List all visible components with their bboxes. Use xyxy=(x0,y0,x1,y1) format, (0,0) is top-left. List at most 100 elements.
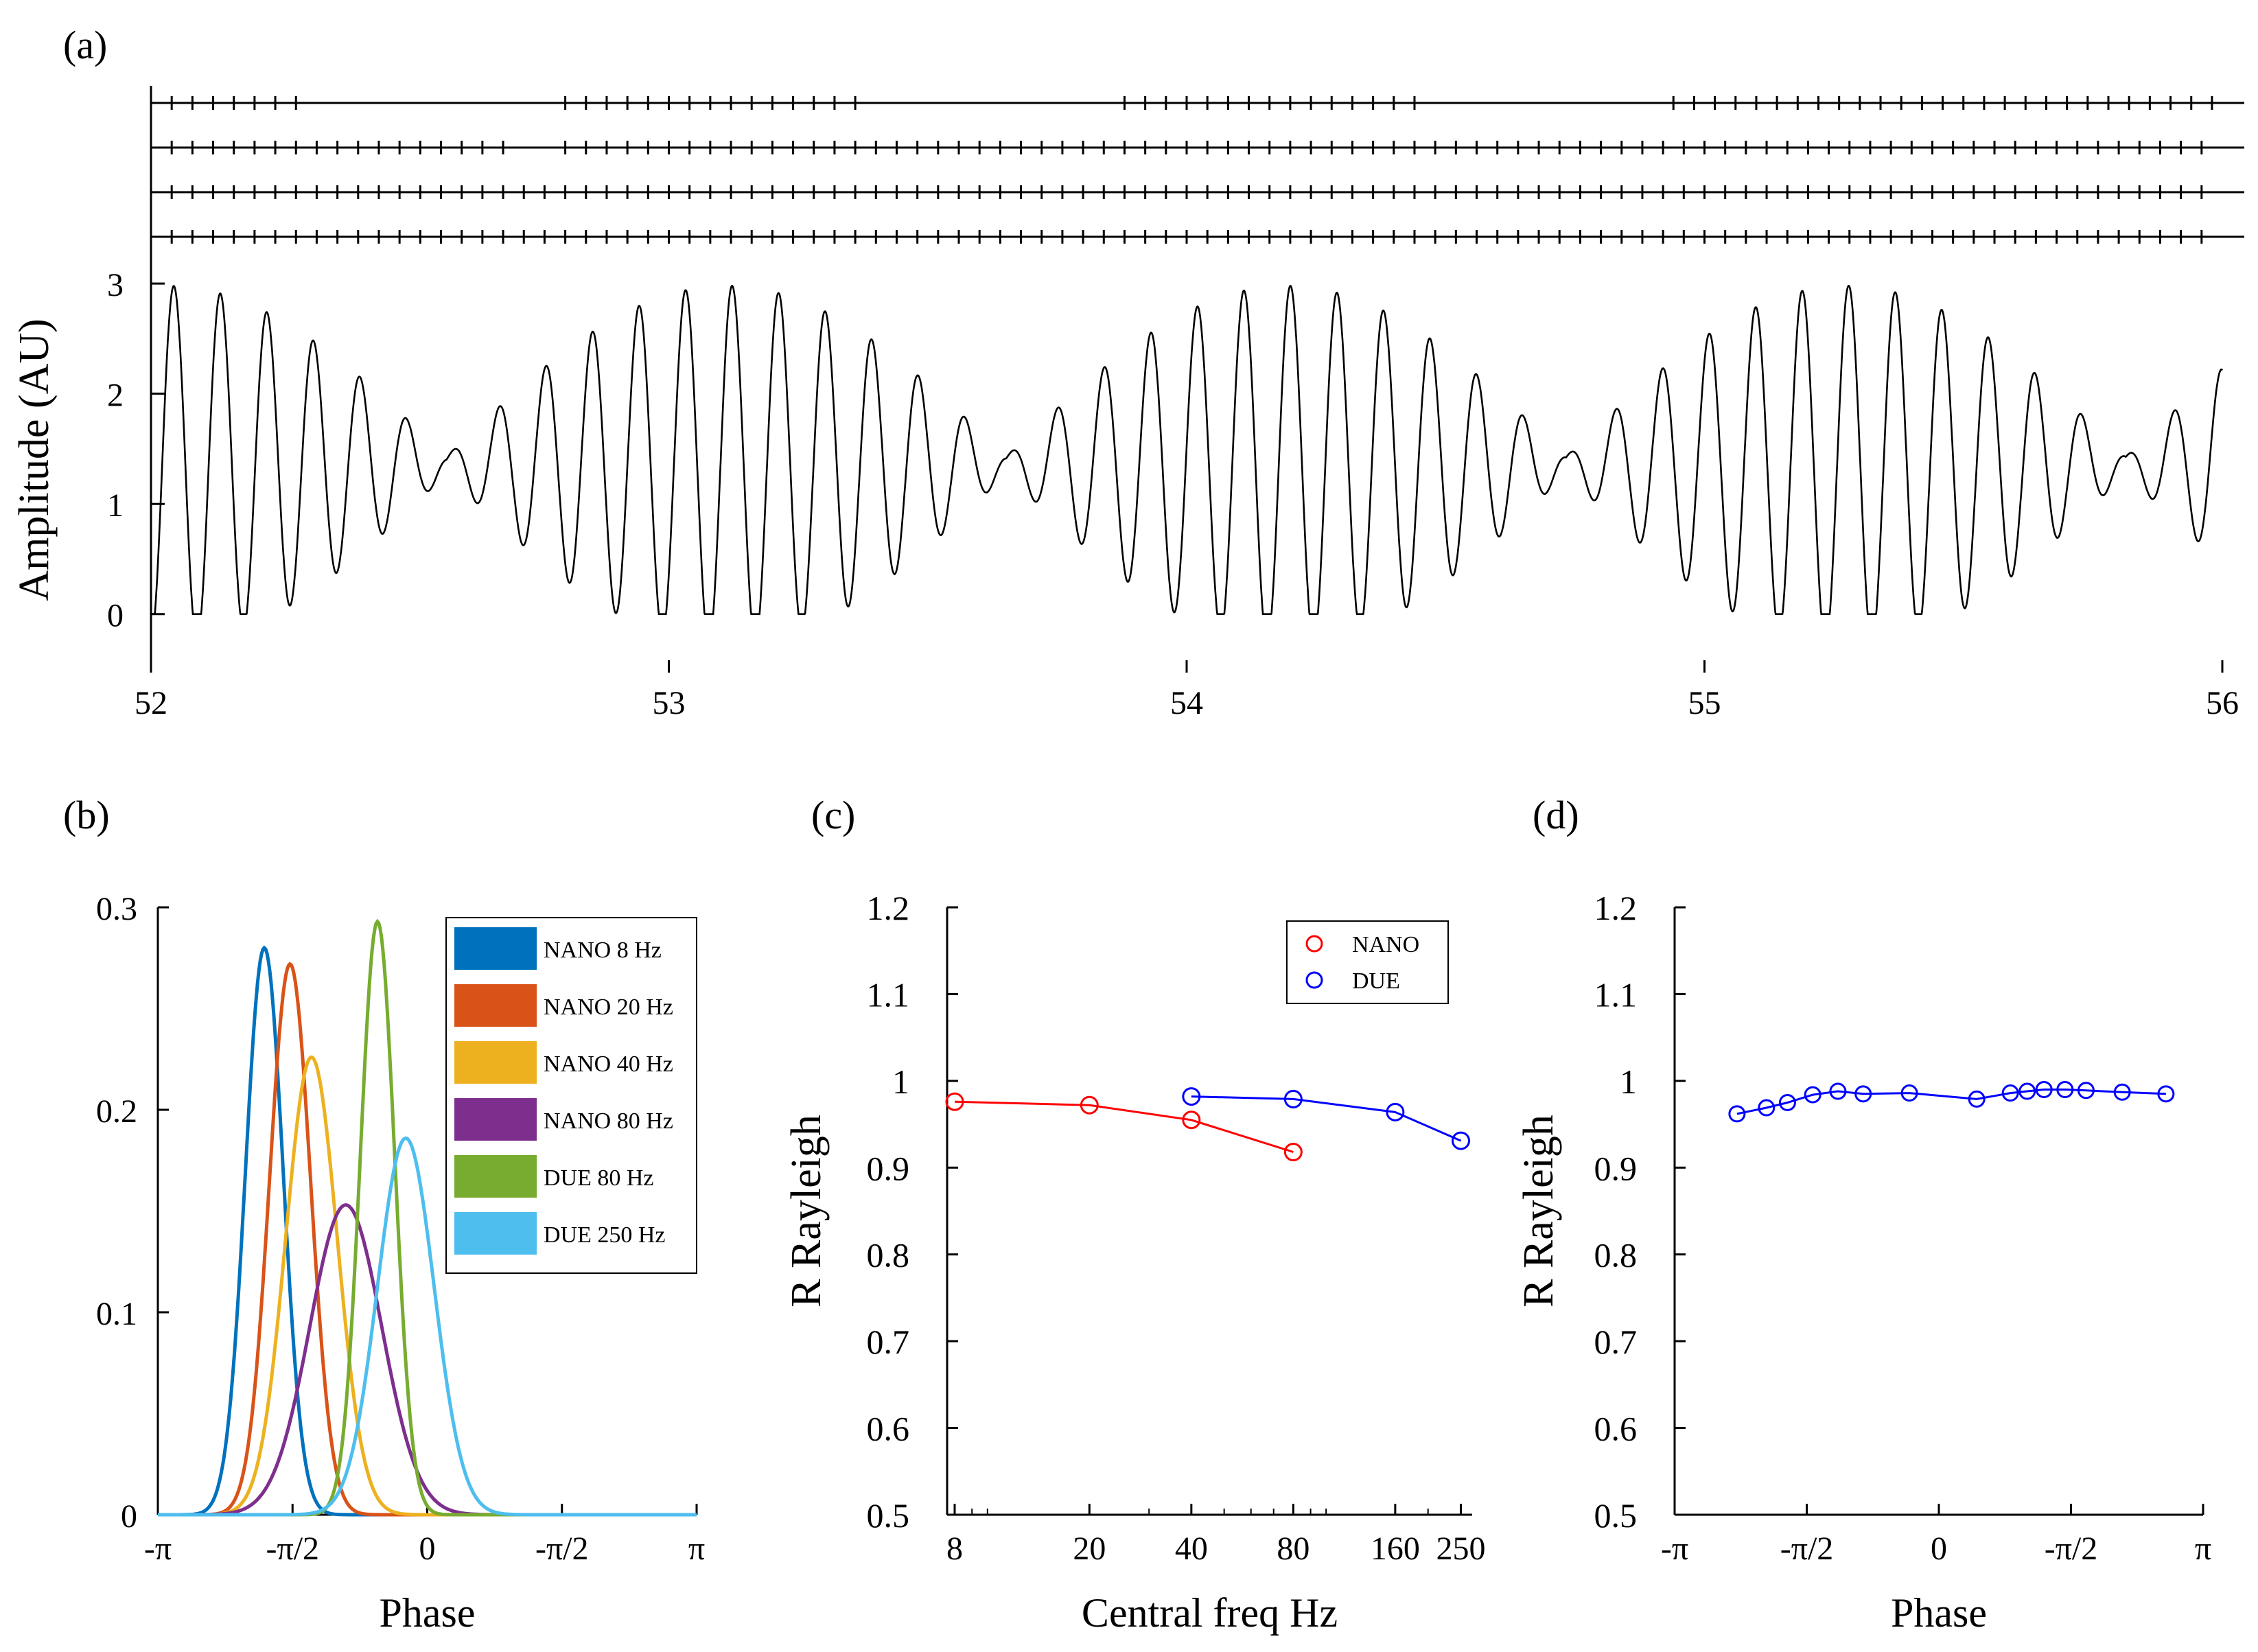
panel-a-xtick-label: 56 xyxy=(2206,685,2239,721)
panel-b-legend-swatch xyxy=(454,1098,537,1141)
panel-b-ytick-label: 0.3 xyxy=(96,891,137,927)
panel-b-xtick-label: π xyxy=(688,1531,705,1567)
panel-a-xtick-label: 52 xyxy=(135,685,167,721)
panel-d-marker xyxy=(1968,1090,1986,1108)
panel-c-ytick-label: 0.5 xyxy=(867,1496,910,1535)
panel-b-legend-label: NANO 80 Hz xyxy=(544,1108,673,1134)
panel-d-marker xyxy=(1854,1085,1872,1103)
panel-c-marker xyxy=(1452,1131,1471,1150)
panel-c-marker xyxy=(1182,1087,1201,1106)
panel-b-legend-swatch xyxy=(454,1212,537,1255)
panel-d-marker xyxy=(1758,1099,1776,1117)
panel-d-xtick-label: -π/2 xyxy=(1780,1531,1834,1567)
panel-c-legend-box xyxy=(1286,920,1449,1004)
panel-a-label: (a) xyxy=(63,23,107,67)
panel-d-ytick-label: 0.5 xyxy=(1594,1496,1638,1535)
panel-d-marker xyxy=(2157,1085,2175,1103)
panel-c-xtick-label: 8 xyxy=(946,1531,963,1567)
panel-a-signal-trace xyxy=(151,284,2224,616)
panel-d-ytick-label: 1.2 xyxy=(1594,889,1638,927)
panel-a-ylabel: Amplitude (AU) xyxy=(11,318,58,601)
panel-c-legend-marker xyxy=(1305,935,1323,953)
panel-c-xtick-label: 80 xyxy=(1277,1531,1310,1567)
panel-b-legend-label: DUE 250 Hz xyxy=(544,1222,666,1248)
panel-d-series-line xyxy=(1736,1089,2166,1115)
panel-b-legend-swatch xyxy=(454,1041,537,1084)
panel-a-ytick-label: 0 xyxy=(107,598,124,634)
panel-c-ytick-label: 0.7 xyxy=(867,1323,910,1361)
panel-c-ytick-label: 1 xyxy=(892,1062,909,1101)
panel-d-ytick-label: 0.8 xyxy=(1594,1236,1638,1275)
panel-b-ytick-label: 0.2 xyxy=(96,1093,137,1130)
panel-c-marker xyxy=(1182,1110,1201,1130)
panel-d-marker xyxy=(2077,1082,2095,1100)
panel-c-legend-label: NANO xyxy=(1352,932,1419,957)
panel-d-ytick-label: 1 xyxy=(1620,1062,1637,1101)
panel-b-xtick-label: -π/2 xyxy=(266,1531,319,1567)
panel-c-marker xyxy=(945,1092,964,1111)
panel-a-xtick-label: 55 xyxy=(1688,685,1721,721)
panel-c: 0.5 0.6 0.7 0.8 0.9 1 1.1 1.2 8 20 40 80 160 250 Centr… xyxy=(783,889,1486,1636)
panel-c-xlabel: Central freq Hz xyxy=(1082,1590,1338,1636)
panel-c-ytick-label: 1.2 xyxy=(867,889,910,927)
panel-b-xlabel: Phase xyxy=(380,1590,476,1636)
panel-d-xtick-label: -π/2 xyxy=(2045,1531,2098,1567)
panel-a: 0 1 2 3 52 53 54 55 56 Amplitude (AU) xyxy=(11,86,2244,721)
panel-c-series-line xyxy=(1191,1095,1462,1142)
panel-d-marker xyxy=(2018,1082,2036,1100)
panel-c-ytick-label: 0.6 xyxy=(867,1410,910,1448)
panel-c-marker xyxy=(1283,1089,1303,1108)
panel-c-ytick-label: 0.8 xyxy=(867,1236,910,1275)
panel-d-ytick-label: 1.1 xyxy=(1594,975,1638,1014)
panel-c-xtick-label: 160 xyxy=(1371,1531,1420,1567)
panel-d: 0.5 0.6 0.7 0.8 0.9 1 1.1 1.2 -π -π/2 0 -π/2 π Phase R… xyxy=(1515,889,2211,1636)
panel-d-xlabel: Phase xyxy=(1891,1590,1987,1636)
panel-d-marker xyxy=(2056,1081,2074,1098)
panel-c-ytick-label: 1.1 xyxy=(867,975,910,1014)
panel-d-xtick-label: -π xyxy=(1661,1531,1688,1567)
panel-b: 0 0.1 0.2 0.3 -π -π/2 0 -π/2 π Phase NANO 8 Hz NANO… xyxy=(96,891,705,1636)
panel-b-xtick-label: -π xyxy=(144,1531,172,1567)
panel-d-marker xyxy=(2035,1081,2053,1098)
panel-a-ytick-label: 2 xyxy=(107,377,124,414)
panel-c-series-line xyxy=(954,1100,1294,1153)
panel-c-ylabel: R Rayleigh xyxy=(783,1115,830,1307)
panel-b-xtick-label: -π/2 xyxy=(535,1531,589,1567)
panel-c-legend-label: DUE xyxy=(1352,968,1400,994)
panel-d-marker xyxy=(1829,1082,1847,1100)
panel-c-ytick-label: 0.9 xyxy=(867,1149,910,1187)
panel-d-marker xyxy=(1778,1093,1796,1111)
panel-c-label: (c) xyxy=(811,793,855,837)
panel-c-marker xyxy=(1386,1102,1405,1121)
panel-b-series-line xyxy=(158,1136,697,1517)
panel-c-xtick-label: 250 xyxy=(1436,1531,1486,1567)
panel-c-marker xyxy=(1080,1095,1099,1115)
panel-a-xtick-label: 54 xyxy=(1170,685,1203,721)
panel-b-label: (b) xyxy=(63,793,110,837)
panel-d-marker xyxy=(1900,1084,1918,1102)
panel-d-xtick-label: π xyxy=(2195,1531,2211,1567)
panel-d-marker xyxy=(2113,1083,2131,1101)
panel-d-label: (d) xyxy=(1533,793,1579,837)
panel-b-legend-label: NANO 20 Hz xyxy=(544,994,673,1020)
panel-b-ytick-label: 0 xyxy=(121,1498,137,1535)
panel-b-legend-swatch xyxy=(454,927,537,970)
panel-b-legend-label: NANO 8 Hz xyxy=(544,938,662,963)
panel-d-xtick-label: 0 xyxy=(1931,1531,1947,1567)
panel-b-ytick-label: 0.1 xyxy=(96,1296,137,1332)
panel-b-xtick-label: 0 xyxy=(419,1531,436,1567)
panel-c-legend-marker xyxy=(1305,971,1323,989)
panel-d-marker xyxy=(2001,1084,2019,1102)
panel-a-xtick-label: 53 xyxy=(653,685,686,721)
panel-d-ytick-label: 0.6 xyxy=(1594,1410,1638,1448)
panel-d-marker xyxy=(1728,1105,1746,1123)
panel-d-ytick-label: 0.9 xyxy=(1594,1149,1638,1187)
panel-c-xtick-label: 40 xyxy=(1175,1531,1208,1567)
panel-b-legend-swatch xyxy=(454,1155,537,1198)
panel-a-ytick-label: 1 xyxy=(107,487,124,524)
panel-c-marker xyxy=(1283,1143,1303,1162)
panel-c-xtick-label: 20 xyxy=(1073,1531,1106,1567)
panel-b-legend-label: DUE 80 Hz xyxy=(544,1165,654,1191)
panel-d-ylabel: R Rayleigh xyxy=(1515,1115,1562,1307)
